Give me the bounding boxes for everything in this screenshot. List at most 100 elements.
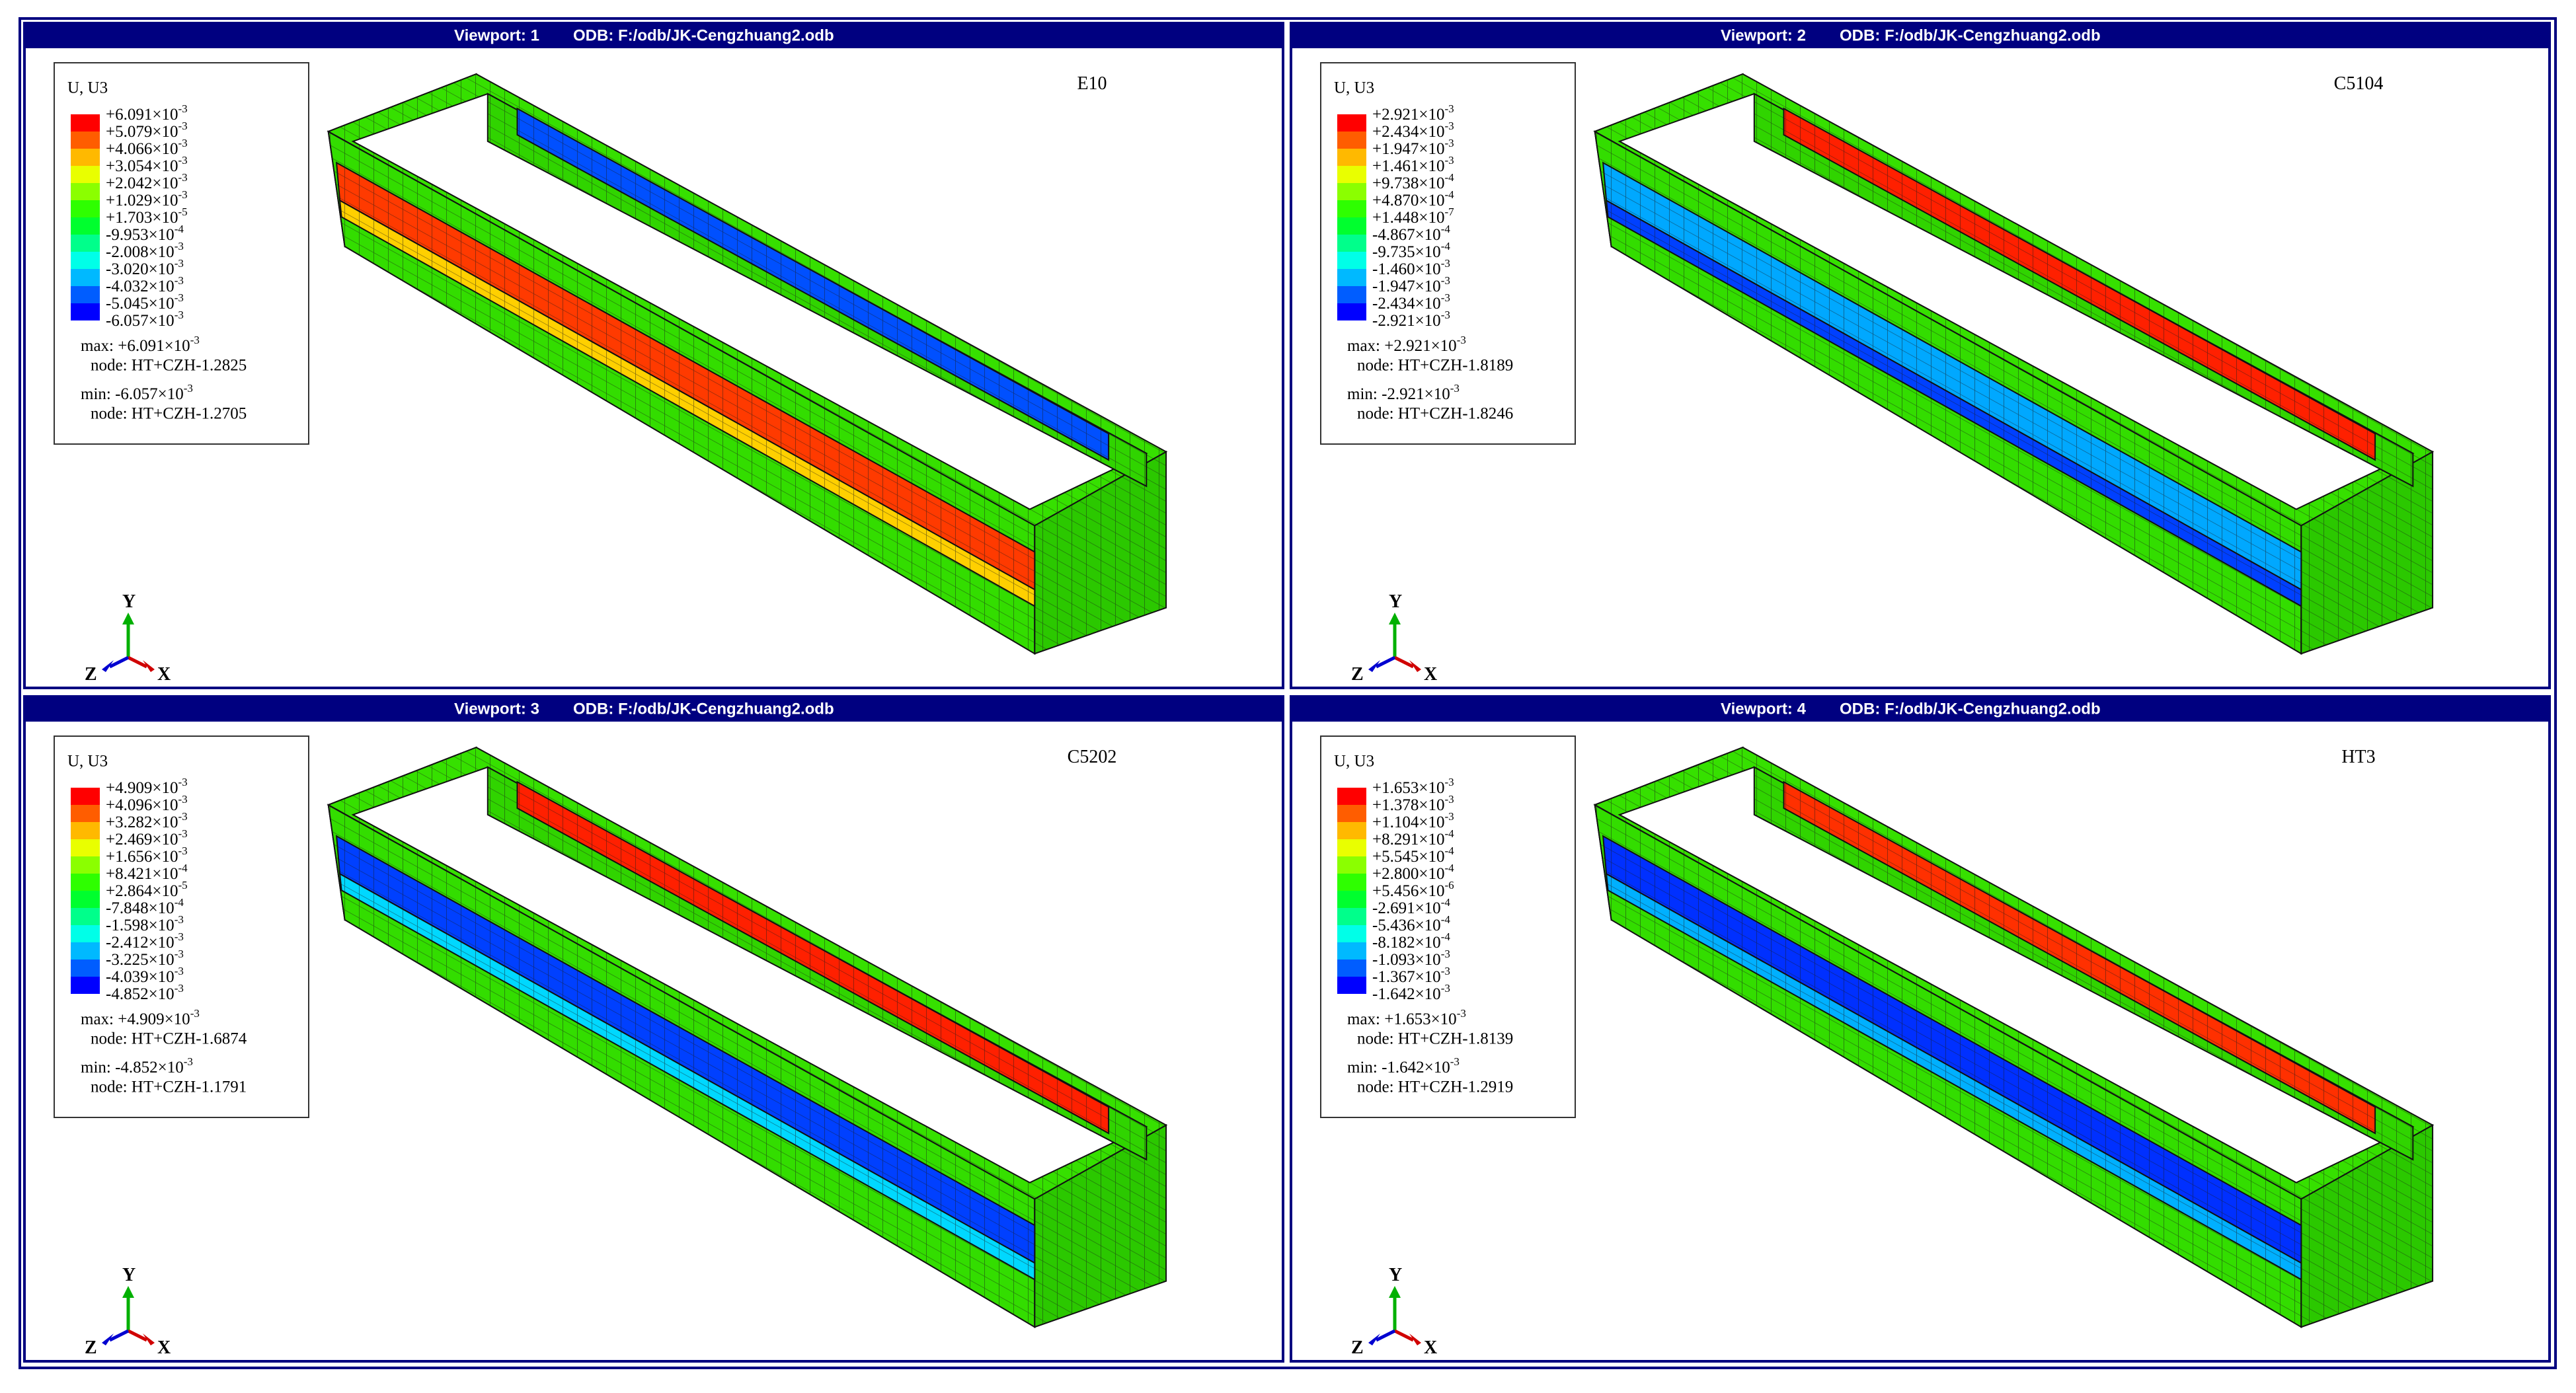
legend-swatch [71,269,100,286]
legend-value-mantissa: -4.867×10 [1372,226,1441,244]
model [1593,73,2435,655]
legend-value-mantissa: +4.870×10 [1372,192,1444,209]
legend-swatch [1337,183,1366,200]
legend-value: -4.867×10-4 [1372,223,1450,244]
legend-value-mantissa: +2.921×10 [1372,106,1444,124]
viewport-name: Viewport: 2 [1721,26,1806,44]
legend-value-mantissa: +5.545×10 [1372,848,1444,866]
max-value-mantissa: max: +6.091×10 [81,337,190,355]
legend-value-mantissa: +1.378×10 [1372,796,1444,814]
legend-value: -9.953×10-4 [106,223,184,244]
legend-swatch [71,839,100,856]
model-front-band-mesh [1603,836,2302,1263]
legend-swatch [1337,822,1366,839]
legend-swatch [71,788,100,805]
legend-value: -1.598×10-3 [106,913,184,934]
triad-x [127,656,148,669]
legend-value-mantissa: +1.029×10 [106,192,178,209]
legend-swatch [71,856,100,874]
max-value-mantissa: max: +1.653×10 [1347,1010,1457,1028]
legend-value: +4.909×10-3 [106,776,188,797]
model-front-band-edge-mesh [340,200,1035,607]
step-name: HT3 [2341,747,2375,767]
max-value-mantissa: max: +2.921×10 [1347,337,1457,355]
legend-swatch [71,891,100,908]
max-value-exponent: -3 [1457,334,1466,346]
min-value: min: -4.852×10-3 [81,1055,193,1076]
legend-value-exponent: -3 [175,948,184,960]
legend-value-mantissa: +3.054×10 [106,157,178,175]
legend-value: +1.703×10-5 [106,206,188,227]
legend-value-exponent: -3 [175,965,184,977]
odb-path: ODB: F:/odb/JK-Cengzhuang2.odb [1840,26,2101,44]
legend-value-exponent: -6 [1444,879,1454,891]
model [1593,746,2435,1328]
axis-triad: Y X Z [1351,591,1437,685]
legend-value-mantissa: -8.182×10 [1372,934,1441,952]
legend: U, U3+2.921×10-3+2.434×10-3+1.947×10-3+1… [1320,62,1576,445]
legend-swatch [71,960,100,977]
legend-value-mantissa: -7.848×10 [106,899,175,917]
model-right-face-mesh [1034,451,1167,654]
legend-value: -1.460×10-3 [1372,257,1450,278]
triad-label-x: X [157,664,171,685]
axis-triad: Y X Z [85,591,171,685]
legend-value-mantissa: +5.079×10 [106,123,178,141]
legend-value: -2.008×10-3 [106,240,184,261]
legend-value-exponent: -4 [178,862,188,874]
min-node: node: HT+CZH-1.1791 [91,1078,247,1096]
viewport-name: Viewport: 4 [1721,700,1807,718]
legend-value-mantissa: +8.291×10 [1372,831,1444,848]
legend-value-exponent: -3 [1441,309,1450,321]
legend-value-mantissa: +4.096×10 [106,796,178,814]
legend-value-mantissa: -2.921×10 [1372,312,1441,330]
legend-swatch [71,183,100,200]
min-node: node: HT+CZH-1.8246 [1357,405,1513,423]
legend-value: -9.735×10-4 [1372,240,1450,261]
legend-value-exponent: -4 [1444,862,1454,874]
window-frame [19,17,2557,1369]
legend-value-mantissa: -4.032×10 [106,278,175,295]
legend-value-mantissa: -2.412×10 [106,934,175,952]
triad-label-y: Y [122,1265,136,1285]
legend-value: -2.921×10-3 [1372,309,1450,330]
legend: U, U3+4.909×10-3+4.096×10-3+3.282×10-3+2… [54,735,309,1118]
legend-value: +6.091×10-3 [106,102,188,124]
triad-label-z: Z [1351,664,1364,685]
legend-value: +4.870×10-4 [1372,188,1454,209]
legend-value-exponent: -3 [175,274,184,287]
legend-swatch [71,166,100,183]
legend-value-mantissa: -2.434×10 [1372,295,1441,313]
triad-label-x: X [1424,1337,1437,1358]
legend-value-exponent: -3 [178,102,187,115]
legend-value-exponent: -3 [178,188,187,201]
legend-swatch [71,217,100,235]
legend-value-exponent: -5 [178,879,187,891]
legend-swatch [1337,166,1366,183]
max-node: node: HT+CZH-1.2825 [91,357,247,375]
legend-value: -6.057×10-3 [106,309,184,330]
legend-value-mantissa: +3.282×10 [106,813,178,831]
legend-value-mantissa: +4.909×10 [106,779,178,797]
max-value: max: +1.653×10-3 [1347,1007,1466,1028]
legend-value: +1.653×10-3 [1372,776,1454,797]
legend-value-exponent: -7 [1444,206,1454,218]
viewport-name: Viewport: 1 [454,26,539,44]
legend-value: -4.039×10-3 [106,965,184,986]
model-front-band-mesh [336,836,1035,1263]
max-value-exponent: -3 [190,334,200,346]
legend-value-mantissa: +5.456×10 [1372,882,1444,900]
legend-value-mantissa: -2.008×10 [106,243,175,261]
min-value-mantissa: min: -1.642×10 [1347,1059,1450,1076]
max-node: node: HT+CZH-1.8189 [1357,357,1513,375]
legend-swatch [1337,960,1366,977]
legend-value-exponent: -3 [1441,274,1450,287]
model [327,746,1168,1328]
legend-value-exponent: -5 [178,206,187,218]
max-value-exponent: -3 [190,1007,200,1020]
legend-value: +5.079×10-3 [106,120,188,141]
axis-triad: Y X Z [85,1265,171,1358]
legend-value: +8.421×10-4 [106,862,188,883]
triad-label-y: Y [1389,1265,1402,1285]
max-value: max: +6.091×10-3 [81,334,200,355]
